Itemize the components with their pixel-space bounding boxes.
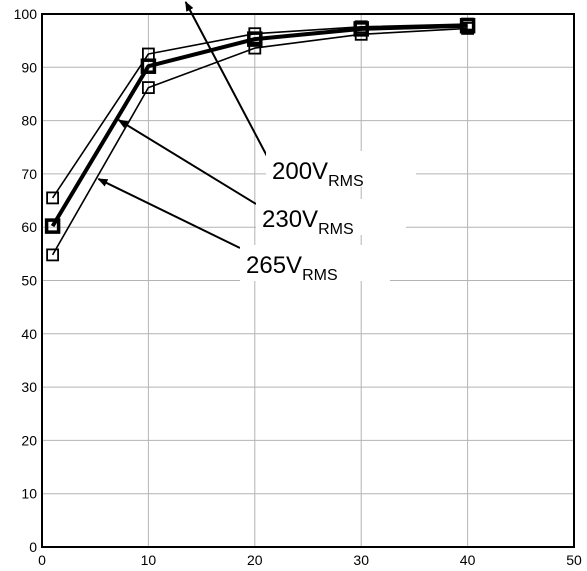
annotation-background [266, 151, 416, 187]
data-point-marker [461, 21, 475, 35]
annotation-subscript: RMS [302, 267, 338, 284]
annotation-background [240, 245, 390, 281]
annotation-subscript: RMS [328, 173, 364, 190]
data-point-marker [46, 191, 59, 205]
x-tick-label: 20 [247, 552, 263, 568]
series-2 [46, 21, 475, 262]
x-tick-label: 40 [460, 552, 476, 568]
data-point-marker [140, 58, 157, 74]
series-annotation-label: 230VRMS [262, 206, 354, 238]
annotation-voltage: 230V [262, 206, 318, 233]
y-tick-label: 50 [21, 273, 37, 289]
series-line [50, 23, 468, 228]
data-point-marker [44, 218, 61, 234]
y-tick-label: 90 [21, 59, 37, 75]
x-tick-label: 0 [38, 552, 46, 568]
annotation-voltage: 265V [246, 252, 302, 279]
y-tick-label: 30 [21, 379, 37, 395]
series-line [51, 27, 468, 256]
y-tick-label: 100 [14, 6, 38, 22]
data-point-marker [141, 81, 155, 94]
data-point-marker [46, 248, 59, 262]
series-annotation-label: 265VRMS [246, 252, 338, 284]
y-tick-label: 20 [21, 432, 37, 448]
annotation-background [256, 199, 406, 235]
data-point-marker [248, 41, 262, 55]
plot-frame [41, 13, 575, 548]
series-annotation-label: 200VRMS [272, 158, 364, 190]
tick-labels: 0 10 20 30 40 50 60 70 80 90 100 0 10 20 30 40 50 [14, 6, 582, 568]
annotation-voltage: 200V [272, 158, 328, 185]
y-tick-label: 10 [21, 486, 37, 502]
x-tick-label: 10 [141, 552, 157, 568]
data-point-marker [247, 31, 263, 47]
y-tick-label: 70 [21, 166, 37, 182]
y-tick-label: 40 [21, 326, 37, 342]
y-tick-label: 60 [21, 219, 37, 235]
annotation-arrow [184, 1, 269, 159]
y-tick-label: 80 [21, 113, 37, 129]
annotation-arrow [117, 119, 257, 205]
data-point-marker [354, 27, 368, 41]
annotation-arrow [97, 178, 241, 249]
y-tick-label: 0 [29, 539, 37, 555]
annotation-subscript: RMS [318, 221, 354, 238]
x-tick-label: 30 [353, 552, 369, 568]
x-tick-label: 50 [566, 552, 582, 568]
series-group [44, 17, 476, 262]
